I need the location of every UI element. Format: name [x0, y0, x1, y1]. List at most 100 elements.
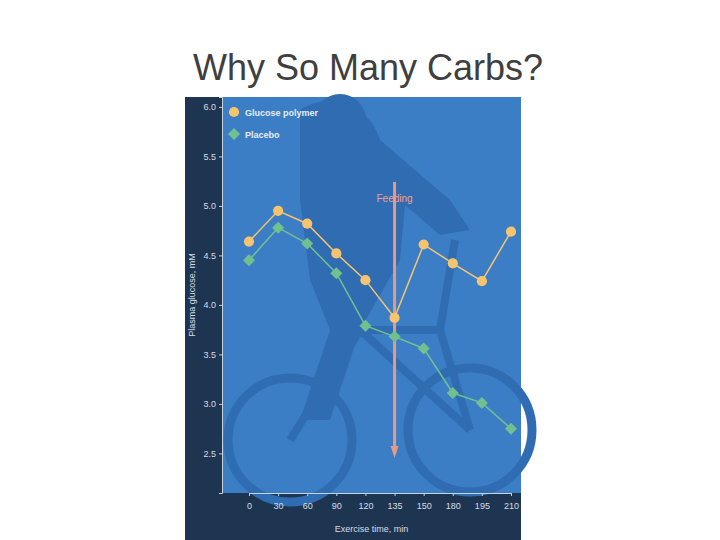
annotations: Feeding	[376, 193, 412, 204]
panel-background	[185, 97, 521, 540]
title: Why So Many Carbs?	[193, 47, 543, 88]
x-tick-label: 180	[446, 501, 461, 511]
chart: Why So Many Carbs? 2.5 3.0 3.5 4.0 4.5 5.0 5.5 6…	[0, 0, 720, 540]
y-tick-mark	[219, 156, 222, 157]
x-tick: 135	[388, 493, 403, 511]
cyclist-silhouette	[228, 94, 532, 502]
x-tick: 195	[475, 493, 490, 511]
y-tick-mark	[219, 453, 222, 454]
y-tick-mark	[219, 107, 222, 108]
y-tick-label: 2.5	[203, 449, 216, 459]
annotation-arrowhead	[391, 446, 399, 458]
x-tick-label: 90	[332, 501, 342, 511]
data-point	[302, 219, 312, 229]
y-tick: 4.0	[203, 300, 222, 310]
data-point	[476, 397, 488, 409]
y-axis-title: Plasma glucose, mM	[187, 253, 197, 337]
x-tick-mark	[424, 493, 425, 496]
x-tick: 30	[274, 493, 284, 511]
data-point	[272, 222, 284, 234]
x-tick: 210	[504, 493, 519, 511]
rider-head	[314, 94, 366, 146]
series-line	[249, 228, 511, 429]
x-tick: 0	[247, 493, 252, 511]
y-tick-mark	[219, 305, 222, 306]
x-tick-label: 60	[303, 501, 313, 511]
data-point	[244, 236, 254, 246]
x-tick-mark	[307, 493, 308, 496]
data-point	[389, 313, 399, 323]
y-tick: 2.5	[203, 449, 222, 459]
x-tick-mark	[482, 493, 483, 496]
y-tick-label: 4.0	[203, 300, 216, 310]
legend-label: Placebo	[245, 130, 280, 140]
series-line	[249, 211, 511, 318]
rider	[300, 101, 470, 420]
x-axis-line	[250, 494, 512, 497]
x-tick-mark	[453, 493, 454, 496]
data-point	[301, 238, 313, 250]
data-point	[448, 258, 458, 268]
y-tick: 5.5	[203, 152, 222, 162]
y-tick: 3.0	[203, 399, 222, 409]
y-tick-label: 3.0	[203, 399, 216, 409]
y-tick: 5.0	[203, 201, 222, 211]
legend: Glucose polymer Placebo	[228, 107, 319, 140]
y-tick-label: 3.5	[203, 350, 216, 360]
x-tick: 60	[303, 493, 313, 511]
x-tick: 150	[417, 493, 432, 511]
x-tick-mark	[249, 493, 250, 496]
x-axis-band	[185, 493, 521, 540]
data-point	[419, 239, 429, 249]
data-point	[447, 387, 459, 399]
data-point	[505, 423, 517, 435]
y-tick-label: 5.0	[203, 201, 216, 211]
x-tick-label: 120	[358, 501, 373, 511]
data-point	[359, 320, 371, 332]
y-axis: 2.5 3.0 3.5 4.0 4.5 5.0 5.5 6.0	[203, 98, 222, 494]
legend-marker	[228, 128, 240, 140]
x-tick-mark	[395, 493, 396, 496]
y-tick: 3.5	[203, 350, 222, 360]
y-tick: 6.0	[203, 102, 222, 112]
x-tick-label: 135	[388, 501, 403, 511]
x-tick: 180	[446, 493, 461, 511]
data-point	[389, 331, 401, 343]
x-tick-label: 150	[417, 501, 432, 511]
legend-label: Glucose polymer	[245, 108, 319, 118]
y-tick-mark	[219, 354, 222, 355]
x-axis: 0 30 60 90 120 135 150 180 195 210	[247, 493, 519, 511]
x-tick-mark	[336, 493, 337, 496]
data-point	[477, 276, 487, 286]
x-tick: 120	[358, 493, 373, 511]
data-point	[418, 342, 430, 354]
data-point	[506, 227, 516, 237]
x-tick-label: 195	[475, 501, 490, 511]
y-tick: 4.5	[203, 251, 222, 261]
data-point	[273, 206, 283, 216]
y-tick-mark	[219, 255, 222, 256]
y-axis-band	[185, 97, 222, 493]
frame	[290, 240, 470, 440]
data-point	[360, 275, 370, 285]
x-tick-mark	[511, 493, 512, 496]
y-tick-mark	[219, 206, 222, 207]
legend-marker	[229, 107, 239, 117]
y-tick-label: 4.5	[203, 251, 216, 261]
annotation-label: Feeding	[376, 193, 412, 204]
x-tick-label: 30	[274, 501, 284, 511]
y-axis-line	[219, 98, 223, 494]
data-point	[243, 254, 255, 266]
y-tick-label: 5.5	[203, 152, 216, 162]
x-tick: 90	[332, 493, 342, 511]
y-tick-mark	[219, 404, 222, 405]
x-tick-mark	[365, 493, 366, 496]
x-tick-label: 0	[247, 501, 252, 511]
x-axis-title: Exercise time, min	[335, 524, 409, 534]
data-point	[330, 267, 342, 279]
x-tick-mark	[278, 493, 279, 496]
data-point	[331, 248, 341, 258]
plot-marks	[243, 182, 517, 458]
x-tick-label: 210	[504, 501, 519, 511]
y-tick-label: 6.0	[203, 102, 216, 112]
